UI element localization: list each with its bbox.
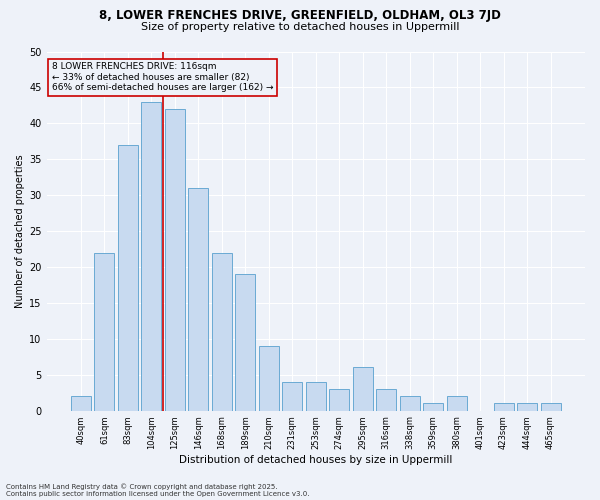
Bar <box>423 404 443 410</box>
Bar <box>71 396 91 410</box>
Bar <box>376 389 396 410</box>
Bar <box>212 252 232 410</box>
Bar <box>118 145 138 410</box>
Text: Size of property relative to detached houses in Uppermill: Size of property relative to detached ho… <box>141 22 459 32</box>
Bar <box>165 109 185 410</box>
Bar <box>142 102 161 410</box>
Bar <box>541 404 560 410</box>
Bar <box>400 396 419 410</box>
Text: 8 LOWER FRENCHES DRIVE: 116sqm
← 33% of detached houses are smaller (82)
66% of : 8 LOWER FRENCHES DRIVE: 116sqm ← 33% of … <box>52 62 274 92</box>
Bar <box>353 368 373 410</box>
Text: Contains public sector information licensed under the Open Government Licence v3: Contains public sector information licen… <box>6 491 310 497</box>
Bar <box>306 382 326 410</box>
Bar <box>283 382 302 410</box>
Bar <box>517 404 537 410</box>
Text: 8, LOWER FRENCHES DRIVE, GREENFIELD, OLDHAM, OL3 7JD: 8, LOWER FRENCHES DRIVE, GREENFIELD, OLD… <box>99 9 501 22</box>
Bar <box>259 346 279 410</box>
Bar <box>494 404 514 410</box>
Bar <box>235 274 256 410</box>
Text: Contains HM Land Registry data © Crown copyright and database right 2025.: Contains HM Land Registry data © Crown c… <box>6 484 277 490</box>
Bar <box>94 252 115 410</box>
Bar <box>446 396 467 410</box>
Y-axis label: Number of detached properties: Number of detached properties <box>15 154 25 308</box>
Bar <box>188 188 208 410</box>
Bar <box>329 389 349 410</box>
X-axis label: Distribution of detached houses by size in Uppermill: Distribution of detached houses by size … <box>179 455 452 465</box>
